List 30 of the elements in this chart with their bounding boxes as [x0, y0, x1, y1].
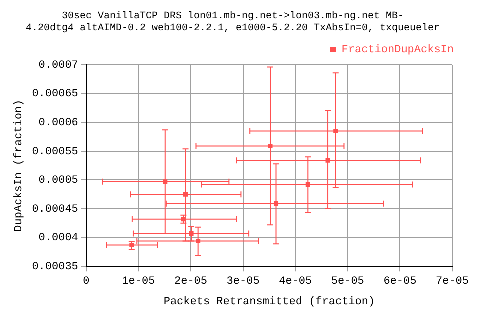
point: [196, 238, 201, 244]
point: [268, 144, 273, 148]
y-tick-label: 0.0005: [38, 175, 78, 188]
legend-label: FractionDupAcksIn: [342, 44, 454, 56]
y-tick-label: 0.00055: [32, 146, 78, 158]
x-tick-label: 5e-05: [331, 276, 364, 288]
y-tick-label: 0.0006: [38, 118, 78, 130]
chart-title: 30sec VanillaTCP DRS lon01.mb-ng.net->lon03.mb-ng.net MB-: [62, 10, 404, 23]
x-tick-label: 0: [83, 276, 90, 288]
y-tick-label: 0.00065: [32, 88, 78, 101]
chart-subtitle: 4.20dtg4 altAIMD-0.2 web100-2.2.1, e1000-5.2.20 TxAbsIn=0, txqueueler: [26, 22, 440, 35]
y-tick-label: 0.0007: [38, 60, 78, 72]
x-tick-label: 3e-05: [226, 276, 260, 288]
x-axis-title: Packets Retransmitted (fraction): [164, 296, 376, 308]
y-tick-label: 0.00035: [32, 262, 78, 274]
x-tick-label: 1e-05: [122, 276, 156, 288]
point: [184, 192, 188, 197]
point: [306, 182, 310, 188]
y-axis-title: DupAcksIn (fraction): [14, 100, 26, 232]
x-tick-label: 4e-05: [279, 276, 312, 288]
x-tick-label: 6e-05: [384, 276, 417, 288]
point: [163, 180, 168, 184]
y-tick-label: 0.0004: [38, 232, 79, 245]
point: [326, 158, 330, 163]
point: [334, 128, 338, 134]
point: [189, 232, 194, 236]
point: [274, 202, 279, 206]
x-tick-label: 2e-05: [174, 276, 208, 288]
y-tick-label: 0.00045: [32, 204, 78, 216]
x-tick-label: 7e-05: [436, 276, 470, 288]
